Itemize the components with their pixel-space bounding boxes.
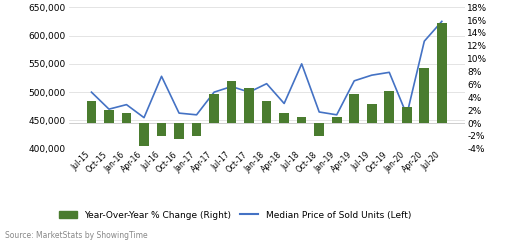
Bar — [332, 117, 342, 123]
Bar — [157, 123, 166, 136]
Bar — [384, 91, 394, 123]
Bar — [402, 107, 412, 123]
Bar — [104, 110, 114, 123]
Bar — [297, 117, 306, 123]
Bar — [174, 123, 184, 139]
Bar — [419, 68, 429, 123]
Bar — [227, 81, 237, 123]
Bar — [437, 23, 447, 123]
Bar — [209, 94, 219, 123]
Bar — [192, 123, 201, 136]
Bar — [262, 101, 271, 123]
Bar — [87, 101, 96, 123]
Bar — [314, 123, 324, 136]
Bar — [350, 94, 359, 123]
Bar — [139, 123, 149, 146]
Bar — [367, 104, 376, 123]
Text: Source: MarketStats by ShowingTime: Source: MarketStats by ShowingTime — [5, 231, 148, 240]
Bar — [121, 114, 131, 123]
Bar — [279, 114, 289, 123]
Legend: Year-Over-Year % Change (Right), Median Price of Sold Units (Left): Year-Over-Year % Change (Right), Median … — [55, 207, 414, 223]
Bar — [244, 88, 254, 123]
